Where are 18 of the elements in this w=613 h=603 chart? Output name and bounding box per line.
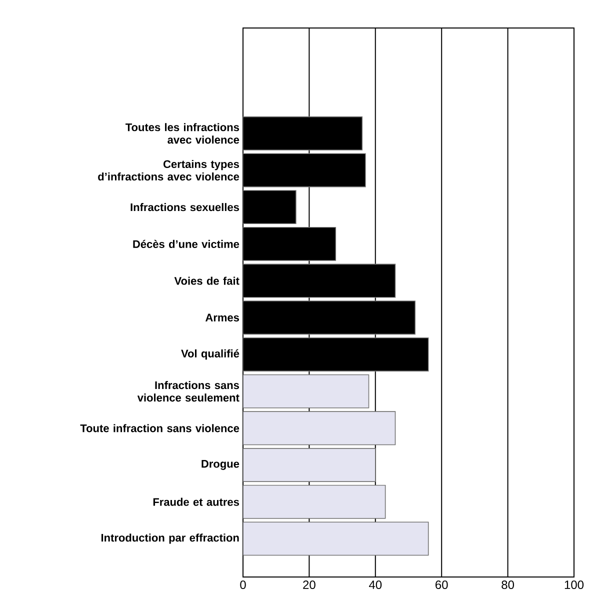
y-tick-label: Infractions sans violence seulement — [137, 381, 240, 402]
y-tick-label: Introduction par effraction — [101, 534, 239, 544]
x-tick-label: 100 — [564, 580, 584, 590]
y-tick-label: Toutes les infractions avec violence — [126, 123, 240, 144]
x-tick-label: 20 — [303, 580, 316, 590]
y-tick-label: Drogue — [202, 460, 240, 470]
y-tick-label: Vol qualifié — [181, 349, 240, 360]
y-tick-label: Infractions sexuelles — [130, 203, 240, 212]
y-tick-label: Armes — [205, 314, 240, 322]
y-tick-label: Certains types d’infractions avec violence — [98, 160, 240, 181]
x-tick-label: 60 — [436, 580, 448, 590]
x-tick-label: 40 — [369, 580, 382, 590]
x-tick-label: 0 — [240, 580, 246, 590]
y-tick-label: Décès d’une victime — [133, 240, 240, 248]
y-tick-label: Voies de fait — [174, 276, 240, 285]
y-tick-label: Toute infraction sans violence — [80, 424, 240, 432]
y-tick-label: Fraude et autres — [153, 498, 239, 506]
x-tick-label: 80 — [502, 580, 514, 590]
